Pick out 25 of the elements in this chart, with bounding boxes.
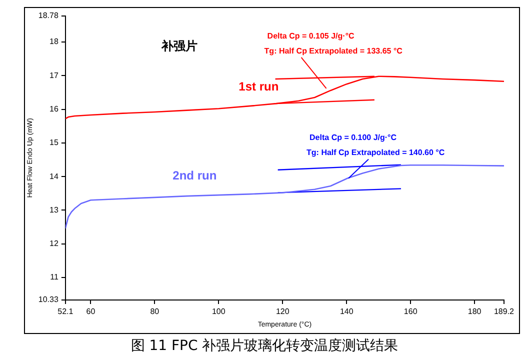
- caption: 图 11 FPC 补强片玻璃化转变温度测试结果: [130, 337, 400, 355]
- y-tick-label: 18.78: [38, 11, 59, 20]
- x-tick-label: 100: [212, 307, 226, 316]
- y-tick-label: 16: [50, 104, 59, 114]
- x-tick-label: 120: [276, 307, 290, 316]
- y-tick-label: 13: [50, 205, 59, 214]
- y-tick-label: 14: [50, 172, 59, 181]
- x-tick-label: 160: [404, 307, 418, 316]
- series-label: 1st run: [238, 80, 279, 94]
- y-tick-label: 15: [50, 138, 59, 148]
- y-tick-label: 12: [50, 239, 59, 248]
- x-tick-label: 189.2: [494, 307, 515, 316]
- x-tick-label: 52.1: [58, 307, 74, 316]
- y-tick-label: 10.33: [38, 295, 59, 304]
- y-tick-label: 18: [50, 37, 59, 46]
- y-tick-label: 17: [50, 70, 59, 80]
- x-tick-label: 140: [340, 307, 354, 316]
- annotation: Delta Cp = 0.100 J/g·°C Tg: Half Cp Extrapolated = 140.60 °C: [306, 133, 445, 158]
- text: 补强片: [160, 38, 198, 53]
- x-tick-label: 80: [150, 307, 160, 316]
- series-label: 2nd run: [172, 168, 217, 182]
- annotation: Delta Cp = 0.105 J/g·°C Tg: Half Cp Extrapolated = 133.65 °C: [264, 31, 403, 56]
- x-tick-label: 180: [468, 307, 482, 316]
- y-tick-label: 11: [50, 272, 59, 282]
- x-tick-label: 60: [86, 307, 96, 316]
